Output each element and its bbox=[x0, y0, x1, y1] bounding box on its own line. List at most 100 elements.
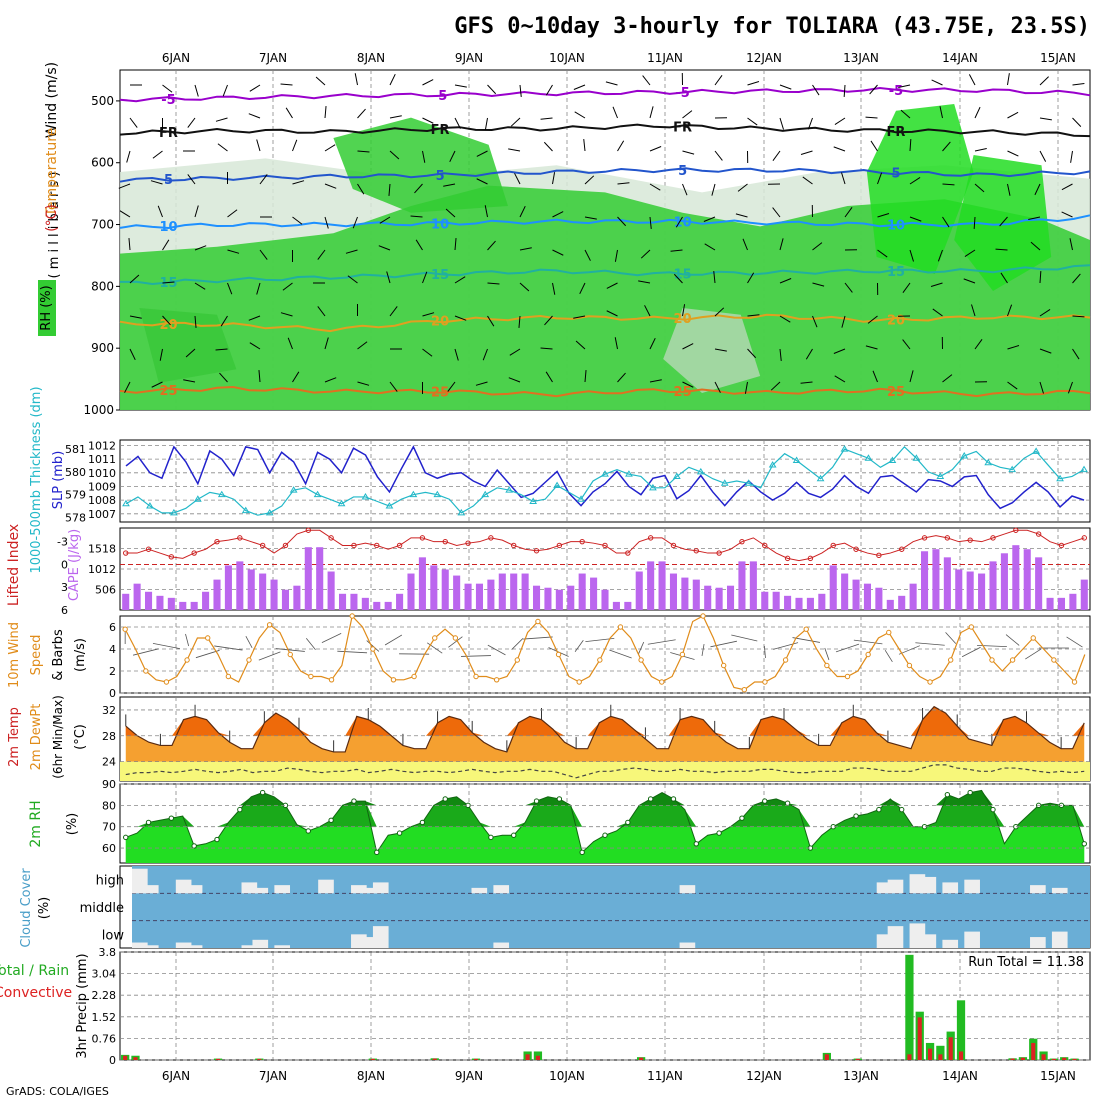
slp-ylabel: SLP (mb) bbox=[51, 451, 66, 510]
wind-marker-38 bbox=[515, 658, 519, 662]
rh-marker-2 bbox=[146, 820, 150, 824]
wind-marker-76 bbox=[907, 663, 911, 667]
ytick-precip-3: 2.28 bbox=[92, 989, 117, 1002]
day-label-bottom-15JAN: 15JAN bbox=[1040, 1069, 1076, 1083]
rh-marker-40 bbox=[580, 850, 584, 854]
rh-marker-54 bbox=[740, 816, 744, 820]
temp-yunit: (°C) bbox=[73, 724, 88, 750]
cloud-high-20 bbox=[1030, 885, 1046, 893]
rh-marker-34 bbox=[512, 833, 516, 837]
rh-marker-50 bbox=[694, 842, 698, 846]
ytick-pressure-5: 1000 bbox=[83, 403, 114, 417]
cape-bar-49 bbox=[681, 578, 688, 610]
wind-marker-48 bbox=[618, 625, 622, 629]
rh-marker-4 bbox=[169, 816, 173, 820]
cloud-level-low: low bbox=[102, 928, 125, 943]
precip-conv-90 bbox=[1052, 1059, 1056, 1060]
cloud-level-high: high bbox=[96, 874, 124, 889]
temp-ylabel-2: 2m DewPt bbox=[29, 704, 44, 771]
cape-bar-26 bbox=[419, 557, 426, 610]
cape-bar-75 bbox=[978, 574, 985, 610]
day-label-bottom-13JAN: 13JAN bbox=[843, 1069, 879, 1083]
cape-bar-42 bbox=[601, 590, 608, 610]
wind-marker-34 bbox=[474, 674, 478, 678]
cape-bar-52 bbox=[716, 588, 723, 610]
cape-bar-57 bbox=[773, 592, 780, 610]
contour-label-FR-2: FR bbox=[673, 120, 692, 135]
ytick-thickness-3: 581 bbox=[65, 443, 86, 456]
cloud-low-12 bbox=[493, 943, 509, 948]
cloud-yunit: (%) bbox=[37, 897, 52, 920]
cape-bar-51 bbox=[704, 586, 711, 610]
wind-marker-90 bbox=[1052, 658, 1056, 662]
ytick-pressure-4: 900 bbox=[91, 341, 114, 355]
rh-marker-74 bbox=[968, 790, 972, 794]
cloud-high-5 bbox=[252, 888, 268, 893]
cloud-high-3 bbox=[187, 885, 203, 893]
cape-bar-44 bbox=[624, 602, 631, 610]
day-label-bottom-11JAN: 11JAN bbox=[647, 1069, 683, 1083]
ytick-slp-2: 1009 bbox=[88, 480, 116, 493]
wind-marker-70 bbox=[845, 674, 849, 678]
ytick-rh-3: 90 bbox=[102, 778, 116, 791]
contour-label--5-1: -5 bbox=[433, 89, 447, 104]
contour-label-25-1: 25 bbox=[431, 385, 449, 400]
wind-marker-26 bbox=[391, 678, 395, 682]
day-label-top-7JAN: 7JAN bbox=[259, 51, 287, 65]
rh-marker-84 bbox=[1082, 842, 1086, 846]
contour-label-15-1: 15 bbox=[431, 268, 449, 283]
wind-marker-10 bbox=[226, 674, 230, 678]
cape-bar-83 bbox=[1069, 594, 1076, 610]
contour-label-25-0: 25 bbox=[159, 384, 177, 399]
contour-label-10-3: 10 bbox=[887, 219, 905, 234]
cape-bar-31 bbox=[476, 584, 483, 610]
cape-bar-45 bbox=[636, 572, 643, 610]
cape-bar-39 bbox=[567, 586, 574, 610]
cape-bar-66 bbox=[875, 588, 882, 610]
cloud-low-17 bbox=[921, 934, 937, 948]
contour-label-FR-3: FR bbox=[887, 125, 906, 140]
ytick-precip-0: 0 bbox=[109, 1054, 116, 1067]
ytick-wind-0: 0 bbox=[109, 687, 116, 700]
precip-conv-91 bbox=[1062, 1058, 1066, 1060]
precip-conv-87 bbox=[1021, 1058, 1025, 1060]
wind-marker-72 bbox=[866, 652, 870, 656]
cape-bar-14 bbox=[282, 590, 289, 610]
ytick-thickness-1: 579 bbox=[65, 489, 86, 502]
wind-marker-32 bbox=[453, 636, 457, 640]
precip-total-81 bbox=[957, 1000, 965, 1060]
cape-bar-65 bbox=[864, 584, 871, 610]
rh-marker-26 bbox=[420, 820, 424, 824]
precip-conv-79 bbox=[938, 1054, 942, 1060]
cape-bar-21 bbox=[362, 598, 369, 610]
rh-marker-16 bbox=[306, 829, 310, 833]
rh-marker-24 bbox=[397, 831, 401, 835]
day-label-bottom-9JAN: 9JAN bbox=[455, 1069, 483, 1083]
ytick-pressure-2: 700 bbox=[91, 218, 114, 232]
cape-bar-71 bbox=[932, 549, 939, 610]
temp-ylabel-3: (6hr Min/Max) bbox=[51, 695, 65, 779]
wind-marker-88 bbox=[1031, 636, 1035, 640]
cape-bar-82 bbox=[1058, 598, 1065, 610]
wind-marker-24 bbox=[371, 647, 375, 651]
wind-marker-2 bbox=[144, 669, 148, 673]
wind-marker-60 bbox=[742, 688, 746, 692]
ytick-slp-3: 1010 bbox=[88, 467, 116, 480]
rh-marker-56 bbox=[763, 799, 767, 803]
wind-ylabel-2: Speed bbox=[29, 635, 44, 676]
cape-bar-33 bbox=[499, 574, 506, 610]
rh-marker-20 bbox=[352, 799, 356, 803]
cape-bar-50 bbox=[693, 580, 700, 610]
cape-bar-78 bbox=[1012, 545, 1019, 610]
cape-bar-4 bbox=[168, 598, 175, 610]
cape-bar-69 bbox=[910, 584, 917, 610]
upper-ylabel-temp: Temperature bbox=[44, 128, 60, 218]
cape-bar-13 bbox=[271, 580, 278, 610]
cloud-high-6 bbox=[274, 885, 290, 893]
cape-bar-20 bbox=[350, 594, 357, 610]
rh-yunit: (%) bbox=[65, 813, 80, 836]
rh-marker-68 bbox=[900, 807, 904, 811]
precip-yunit: 3hr Precip (mm) bbox=[75, 953, 90, 1058]
wind-ylabel-3: & Barbs bbox=[51, 629, 66, 681]
cape-bar-81 bbox=[1047, 598, 1054, 610]
